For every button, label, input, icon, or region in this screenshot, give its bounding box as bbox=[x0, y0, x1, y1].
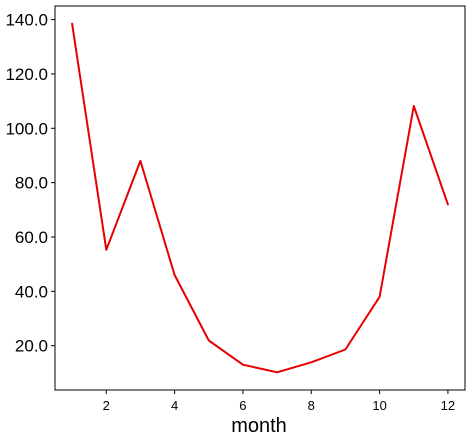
series-line bbox=[71, 22, 449, 374]
x-tick-label: 8 bbox=[308, 398, 315, 413]
y-tick-label: 80.0 bbox=[15, 174, 48, 193]
y-tick-label: 60.0 bbox=[15, 228, 48, 247]
y-tick-label: 140.0 bbox=[5, 11, 48, 30]
x-tick-label: 2 bbox=[103, 398, 110, 413]
x-tick-label: 6 bbox=[239, 398, 246, 413]
plot-frame bbox=[54, 5, 466, 391]
x-axis-label: month bbox=[231, 415, 287, 437]
x-tick-label: 12 bbox=[441, 398, 455, 413]
x-tick-label: 4 bbox=[171, 398, 178, 413]
y-tick-label: 120.0 bbox=[5, 65, 48, 84]
y-tick-label: 40.0 bbox=[15, 282, 48, 301]
x-tick-label: 10 bbox=[372, 398, 386, 413]
y-tick-label: 100.0 bbox=[5, 119, 48, 138]
y-tick-label: 20.0 bbox=[15, 337, 48, 356]
